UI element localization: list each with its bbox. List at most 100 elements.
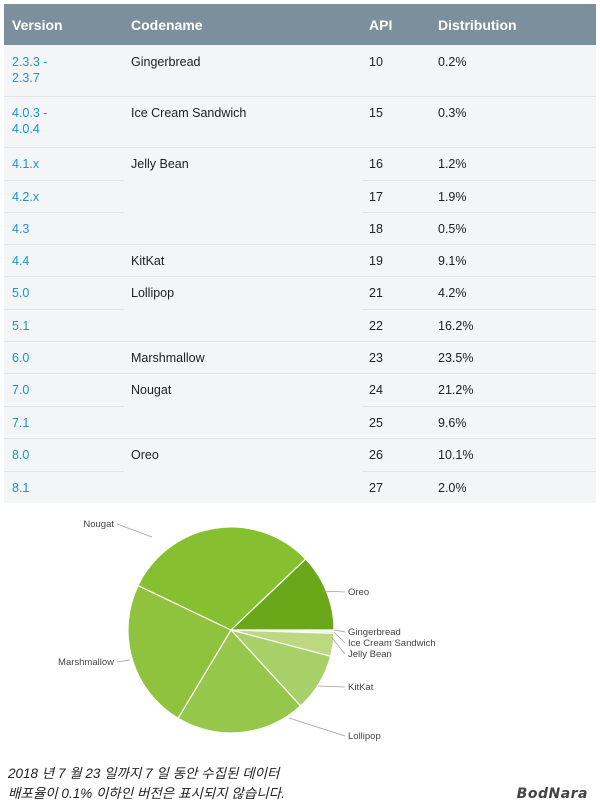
leader-line — [317, 685, 346, 688]
table-row: 5.0 Lollipop 21 4.2% — [4, 276, 596, 309]
codename-cell: Jelly Bean — [131, 157, 189, 171]
pie-slice-oreo — [229, 558, 335, 631]
distribution-cell: 1.9% — [438, 190, 467, 204]
distribution-cell: 9.1% — [438, 254, 467, 268]
distribution-table: Version Codename API Distribution 2.3.3 … — [4, 4, 596, 503]
api-cell: 22 — [369, 319, 383, 333]
version-link[interactable]: 7.1 — [12, 416, 30, 430]
pie-slice-lollipop — [177, 629, 302, 734]
api-cell: 24 — [369, 383, 383, 397]
version-link[interactable]: 6.0 — [12, 351, 30, 365]
row-divider — [4, 406, 124, 407]
distribution-cell: 1.2% — [438, 157, 467, 171]
version-link[interactable]: 4.2.x — [12, 190, 40, 204]
version-link[interactable]: 7.0 — [12, 383, 30, 397]
row-divider — [362, 180, 596, 181]
distribution-cell: 2.0% — [438, 481, 467, 495]
version-link[interactable]: 4.0.3 - 4.0.4 — [12, 106, 48, 136]
row-divider — [362, 406, 596, 407]
leader-line — [333, 629, 346, 633]
api-cell: 21 — [369, 286, 383, 300]
table-row: 4.0.3 - 4.0.4 Ice Cream Sandwich 15 0.3% — [4, 96, 596, 147]
distribution-cell: 10.1% — [438, 448, 474, 462]
row-divider — [362, 212, 596, 213]
pie-label-oreo: Oreo — [348, 587, 369, 598]
api-cell: 16 — [369, 157, 383, 171]
version-link[interactable]: 8.0 — [12, 448, 30, 462]
leader-line — [288, 717, 346, 737]
codename-cell: Marshmallow — [131, 351, 205, 365]
distribution-cell: 23.5% — [438, 351, 474, 365]
table-header: Version Codename API Distribution — [4, 4, 596, 45]
table-row: 2.3.3 - 2.3.7 Gingerbread 10 0.2% — [4, 45, 596, 96]
api-cell: 15 — [369, 106, 383, 120]
table-row: 8.0 Oreo 26 10.1% — [4, 438, 596, 471]
row-divider — [362, 471, 596, 472]
api-cell: 10 — [369, 55, 383, 69]
pie-label-nougat: Nougat — [83, 519, 114, 530]
pie-label-ice-cream-sandwich: Ice Cream Sandwich — [348, 638, 436, 649]
footnotes: 2018 년 7 월 23 일까지 7 일 동안 수집된 데이터 배포율이 0.… — [8, 764, 285, 804]
brand-logo: BodNara — [516, 786, 588, 802]
distribution-cell: 0.5% — [438, 222, 467, 236]
pie-slice-marshmallow — [127, 584, 232, 720]
table-row: 4.3 18 0.5% — [4, 212, 596, 244]
codename-cell: Gingerbread — [131, 55, 201, 69]
header-distribution: Distribution — [438, 17, 517, 33]
codename-cell: Oreo — [131, 448, 159, 462]
distribution-cell: 4.2% — [438, 286, 467, 300]
distribution-cell: 9.6% — [438, 416, 467, 430]
table-row: 4.2.x 17 1.9% — [4, 180, 596, 212]
distribution-cell: 21.2% — [438, 383, 474, 397]
api-cell: 27 — [369, 481, 383, 495]
version-link[interactable]: 2.3.3 - 2.3.7 — [12, 55, 48, 85]
codename-cell: Nougat — [131, 383, 172, 397]
codename-cell: KitKat — [131, 254, 165, 268]
row-divider — [4, 373, 596, 374]
pie-slices — [127, 526, 335, 734]
api-cell: 17 — [369, 190, 383, 204]
api-cell: 19 — [369, 254, 383, 268]
leader-line — [116, 523, 153, 538]
version-link[interactable]: 5.0 — [12, 286, 30, 300]
row-divider — [362, 309, 596, 310]
row-divider — [4, 471, 124, 472]
header-api: API — [369, 17, 393, 33]
pie-label-marshmallow: Marshmallow — [58, 657, 114, 668]
api-cell: 25 — [369, 416, 383, 430]
table-row: 8.1 27 2.0% — [4, 471, 596, 503]
version-link[interactable]: 4.1.x — [12, 157, 40, 171]
api-cell: 26 — [369, 448, 383, 462]
distribution-cell: 0.3% — [438, 106, 467, 120]
pie-label-lollipop: Lollipop — [348, 731, 381, 742]
header-codename: Codename — [131, 17, 203, 33]
row-divider — [4, 276, 596, 277]
note-threshold: 배포율이 0.1% 이하인 버전은 표시되지 않습니다. — [8, 786, 285, 801]
distribution-cell: 0.2% — [438, 55, 467, 69]
leader-line — [116, 659, 131, 663]
table-row: 5.1 22 16.2% — [4, 309, 596, 341]
api-cell: 23 — [369, 351, 383, 365]
version-link[interactable]: 4.4 — [12, 254, 30, 268]
pie-slice-nougat — [137, 526, 307, 631]
row-divider — [4, 438, 596, 439]
table-row: 7.1 25 9.6% — [4, 406, 596, 438]
pie-label-gingerbread: Gingerbread — [348, 627, 401, 638]
codename-cell: Ice Cream Sandwich — [131, 106, 247, 120]
leader-line — [333, 631, 346, 644]
leader-line — [321, 590, 346, 593]
row-divider — [4, 96, 596, 97]
row-divider — [4, 341, 596, 342]
version-link[interactable]: 8.1 — [12, 481, 30, 495]
table-row: 4.1.x Jelly Bean 16 1.2% — [4, 147, 596, 180]
note-data-collected: 2018 년 7 월 23 일까지 7 일 동안 수집된 데이터 — [8, 766, 280, 781]
table-row: 4.4 KitKat 19 9.1% — [4, 244, 596, 276]
version-link[interactable]: 4.3 — [12, 222, 30, 236]
table-row: 6.0 Marshmallow 23 23.5% — [4, 341, 596, 373]
row-divider — [4, 244, 596, 245]
pie-label-jelly-bean: Jelly Bean — [348, 649, 392, 660]
version-link[interactable]: 5.1 — [12, 319, 30, 333]
table-row: 7.0 Nougat 24 21.2% — [4, 373, 596, 406]
api-cell: 18 — [369, 222, 383, 236]
